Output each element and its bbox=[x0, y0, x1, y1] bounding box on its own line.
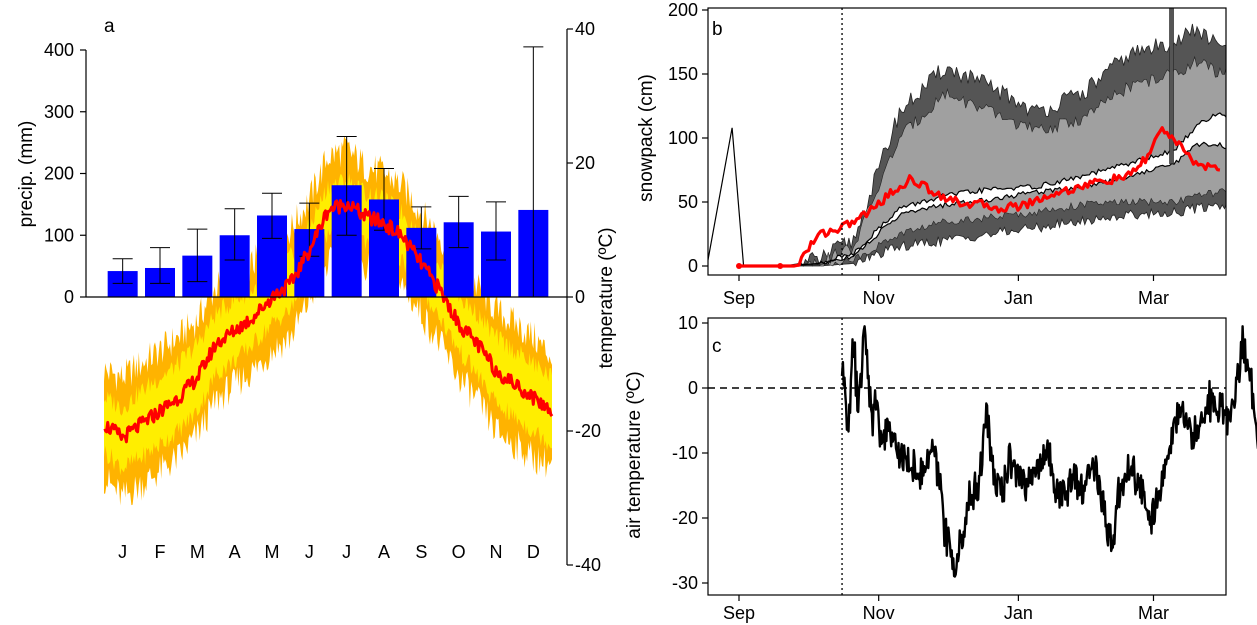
panel-a-label: a bbox=[104, 16, 115, 37]
month-tick-label: D bbox=[527, 542, 540, 562]
precip-tick-label: 300 bbox=[44, 102, 74, 122]
panel-a-y-axis-label: precip. (mm) bbox=[16, 121, 37, 228]
panel-c-plot-area bbox=[708, 318, 1257, 595]
month-tick-label: Sep bbox=[723, 288, 755, 308]
temperature-tick-label: 20 bbox=[575, 153, 595, 173]
early-snow-spike bbox=[708, 127, 749, 267]
mean-temperature-line bbox=[103, 199, 554, 444]
snowpack-tick-label: 0 bbox=[688, 256, 698, 276]
inner-snowpack-band bbox=[739, 55, 1226, 267]
panel-a-error-bars bbox=[112, 46, 544, 297]
precip-tick-label: 0 bbox=[64, 287, 74, 307]
panel-b-label: b bbox=[712, 19, 723, 40]
panel-b-frame bbox=[707, 7, 1227, 276]
month-tick-label: Mar bbox=[1138, 603, 1169, 623]
panel-c-label: c bbox=[712, 336, 722, 357]
panel-b-axes: 050100150200SepNovJanMarMayJul bbox=[668, 0, 1227, 308]
month-tick-label: J bbox=[342, 542, 351, 562]
inner-temp-band bbox=[104, 173, 552, 476]
month-tick-label: M bbox=[190, 542, 205, 562]
panel-a-temperature-bands bbox=[104, 135, 552, 506]
month-tick-label: M bbox=[265, 542, 280, 562]
temperature-tick-label: 0 bbox=[575, 287, 585, 307]
snowpack-tick-label: 100 bbox=[668, 128, 698, 148]
month-tick-label: Nov bbox=[863, 603, 895, 623]
month-tick-label: A bbox=[229, 542, 241, 562]
month-tick-label: Mar bbox=[1138, 288, 1169, 308]
month-tick-label: N bbox=[490, 542, 503, 562]
air-temp-tick-label: -20 bbox=[672, 508, 698, 528]
month-tick-label: Jan bbox=[1004, 603, 1033, 623]
panel-a-mean-temp-line bbox=[103, 199, 554, 444]
snowpack-tick-label: 150 bbox=[668, 64, 698, 84]
panel-a-y2-axis-label: temperature (ºC) bbox=[596, 227, 617, 368]
month-tick-label: J bbox=[118, 542, 127, 562]
panel-c-y-axis-label: air temperature (ºC) bbox=[624, 371, 645, 538]
temperature-tick-label: 40 bbox=[575, 19, 595, 39]
snowpack-tick-label: 200 bbox=[668, 0, 698, 20]
snowpack-tick-label: 50 bbox=[678, 192, 698, 212]
month-tick-label: S bbox=[415, 542, 427, 562]
month-tick-label: Nov bbox=[863, 288, 895, 308]
month-tick-label: O bbox=[452, 542, 466, 562]
month-tick-label: J bbox=[305, 542, 314, 562]
panel-b-snowpack-chart: 050100150200SepNovJanMarMayJul b snowpac… bbox=[636, 0, 1227, 308]
month-tick-label: A bbox=[378, 542, 390, 562]
panel-b-y-axis-label: snowpack (cm) bbox=[636, 74, 657, 202]
month-tick-label: Sep bbox=[723, 603, 755, 623]
air-temp-tick-label: -10 bbox=[672, 443, 698, 463]
panel-c-frame bbox=[707, 317, 1227, 596]
air-temp-tick-label: 0 bbox=[688, 378, 698, 398]
panel-b-plot-area bbox=[708, 8, 1226, 275]
current-season-snowpack bbox=[739, 126, 1221, 268]
precip-tick-label: 200 bbox=[44, 164, 74, 184]
air-temp-tick-label: 10 bbox=[678, 313, 698, 333]
anomaly-spike bbox=[1169, 8, 1174, 164]
snowpack-marker bbox=[777, 263, 784, 269]
panel-c-axes: 100-10-20-30SepNovJanMarMayJul bbox=[672, 313, 1227, 623]
precip-tick-label: 400 bbox=[44, 40, 74, 60]
panel-c-air-temperature-chart: 100-10-20-30SepNovJanMarMayJul c air tem… bbox=[624, 313, 1257, 623]
snowpack-marker bbox=[736, 263, 742, 269]
air-temp-tick-label: -30 bbox=[672, 573, 698, 593]
precip-tick-label: 100 bbox=[44, 225, 74, 245]
month-tick-label: F bbox=[155, 542, 166, 562]
month-tick-label: Jan bbox=[1004, 288, 1033, 308]
air-temperature-line bbox=[840, 325, 1257, 578]
snowpack-series bbox=[708, 8, 1226, 269]
temperature-tick-label: -20 bbox=[575, 421, 601, 441]
temperature-tick-label: -40 bbox=[575, 555, 601, 575]
